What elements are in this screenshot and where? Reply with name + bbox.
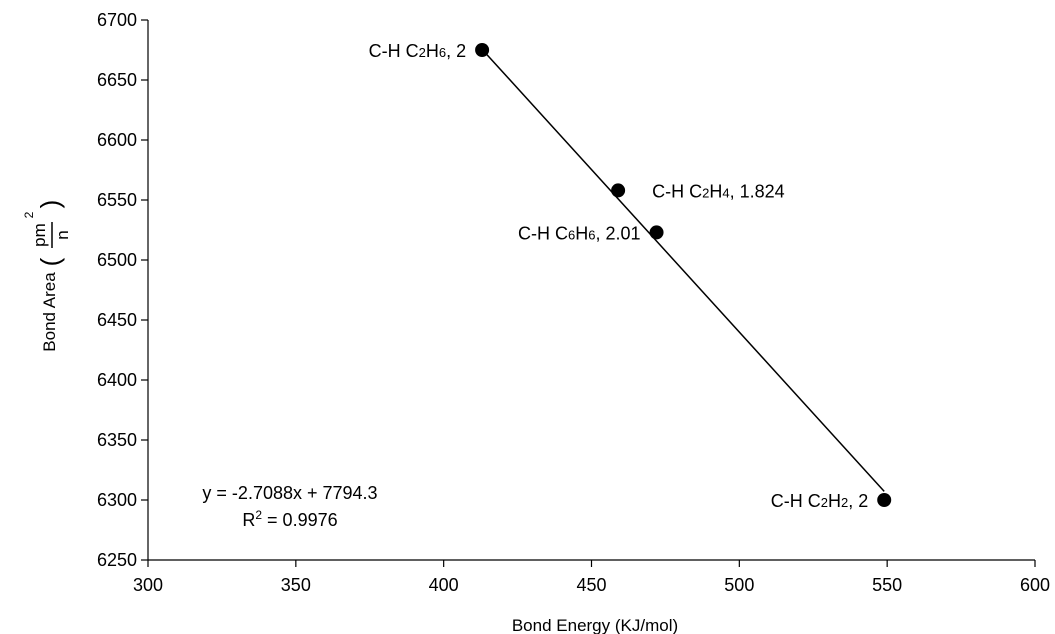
y-axis-title: Bond Area ( pm 2 n ): [22, 200, 72, 352]
r2-prefix: R: [242, 510, 255, 530]
axes: [147, 20, 1035, 561]
y-tick-label: 6600: [97, 130, 137, 150]
data-point-label: C-H C2H4, 1.824: [652, 181, 785, 201]
x-axis-title: Bond Energy (KJ/mol): [512, 616, 678, 634]
x-tick-label: 500: [724, 575, 754, 595]
data-point: [611, 183, 626, 198]
trendline-r-squared: R2 = 0.9976: [242, 508, 337, 530]
x-tick-label: 300: [133, 575, 163, 595]
y-axis-title-denominator: n: [53, 230, 72, 239]
trendline-equation: y = -2.7088x + 7794.3: [202, 483, 377, 503]
y-tick-label: 6300: [97, 490, 137, 510]
trendline-group: [481, 48, 885, 492]
y-axis-title-close-paren: ): [35, 200, 65, 209]
r2-exponent: 2: [255, 508, 262, 522]
x-tick-label: 550: [872, 575, 902, 595]
y-tick-label: 6650: [97, 70, 137, 90]
trendline: [481, 48, 885, 492]
y-tick-label: 6450: [97, 310, 137, 330]
x-tick-label: 350: [281, 575, 311, 595]
y-axis-title-numerator: pm: [30, 223, 49, 247]
y-tick-label: 6350: [97, 430, 137, 450]
data-point-label: C-H C6H6, 2.01: [518, 223, 641, 243]
y-tick-label: 6700: [97, 10, 137, 30]
x-ticks: 300 350 400 450 500 550 600: [133, 560, 1050, 595]
y-ticks: 6250 6300 6350 6400 6450 6500 6550 6600 6650 6700: [97, 10, 148, 570]
data-point: [877, 493, 892, 507]
data-point-label: C-H C2H6, 2: [369, 41, 466, 61]
y-tick-label: 6500: [97, 250, 137, 270]
x-tick-label: 400: [429, 575, 459, 595]
y-tick-label: 6250: [97, 550, 137, 570]
data-point: [475, 43, 490, 57]
r2-value: = 0.9976: [262, 510, 338, 530]
y-axis-title-exponent: 2: [22, 211, 36, 218]
data-point-label: C-H C2H2, 2: [771, 491, 868, 511]
x-tick-label: 600: [1020, 575, 1050, 595]
y-axis-title-open-paren: (: [35, 257, 65, 266]
data-points: [475, 43, 892, 507]
x-tick-label: 450: [576, 575, 606, 595]
data-point: [649, 225, 664, 240]
y-tick-label: 6400: [97, 370, 137, 390]
y-tick-label: 6550: [97, 190, 137, 210]
y-axis-title-prefix: Bond Area: [40, 272, 59, 352]
point-labels: C-H C2H6, 2 C-H C2H4, 1.824 C-H C6H6, 2.01…: [369, 41, 869, 511]
